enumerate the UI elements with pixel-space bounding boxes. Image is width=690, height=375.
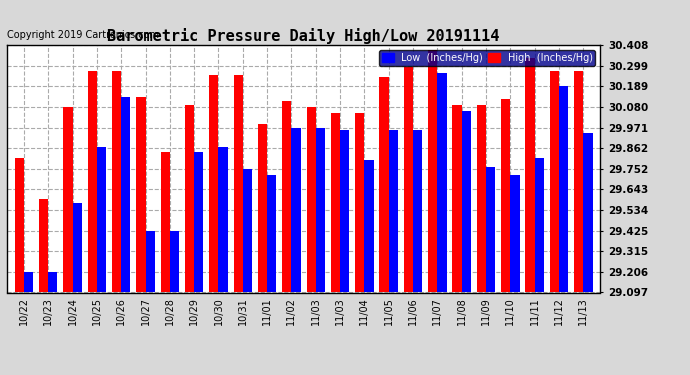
Bar bbox=[219, 147, 228, 292]
Bar bbox=[380, 77, 388, 292]
Bar bbox=[39, 200, 48, 292]
Bar bbox=[282, 101, 291, 292]
Bar bbox=[477, 105, 486, 292]
Legend: Low  (Inches/Hg), High  (Inches/Hg): Low (Inches/Hg), High (Inches/Hg) bbox=[379, 50, 595, 66]
Bar bbox=[404, 67, 413, 292]
Bar bbox=[453, 105, 462, 292]
Bar bbox=[550, 71, 559, 292]
Bar bbox=[340, 130, 349, 292]
Bar bbox=[574, 71, 583, 292]
Bar bbox=[161, 152, 170, 292]
Bar bbox=[170, 231, 179, 292]
Bar bbox=[535, 158, 544, 292]
Bar bbox=[72, 203, 82, 292]
Bar bbox=[24, 272, 33, 292]
Bar bbox=[233, 75, 243, 292]
Bar bbox=[194, 152, 204, 292]
Bar bbox=[137, 98, 146, 292]
Bar bbox=[243, 169, 252, 292]
Bar bbox=[437, 73, 446, 292]
Bar bbox=[559, 86, 568, 292]
Bar bbox=[291, 128, 301, 292]
Bar bbox=[355, 112, 364, 292]
Bar bbox=[388, 130, 398, 292]
Bar bbox=[462, 111, 471, 292]
Bar bbox=[97, 147, 106, 292]
Bar bbox=[48, 272, 57, 292]
Bar bbox=[511, 175, 520, 292]
Bar bbox=[583, 134, 593, 292]
Bar bbox=[209, 75, 219, 292]
Bar bbox=[364, 160, 374, 292]
Bar bbox=[112, 71, 121, 292]
Bar bbox=[501, 99, 511, 292]
Bar bbox=[331, 112, 340, 292]
Bar bbox=[486, 167, 495, 292]
Text: Copyright 2019 Cartronics.com: Copyright 2019 Cartronics.com bbox=[7, 30, 159, 40]
Bar bbox=[306, 107, 316, 292]
Bar bbox=[88, 71, 97, 292]
Bar bbox=[14, 158, 24, 292]
Bar bbox=[428, 50, 437, 292]
Bar bbox=[121, 98, 130, 292]
Bar bbox=[185, 105, 194, 292]
Title: Barometric Pressure Daily High/Low 20191114: Barometric Pressure Daily High/Low 20191… bbox=[108, 28, 500, 44]
Bar bbox=[316, 128, 325, 292]
Bar bbox=[258, 124, 267, 292]
Bar bbox=[146, 231, 155, 292]
Bar bbox=[413, 130, 422, 292]
Bar bbox=[267, 175, 277, 292]
Bar bbox=[63, 107, 72, 292]
Bar bbox=[525, 58, 535, 292]
